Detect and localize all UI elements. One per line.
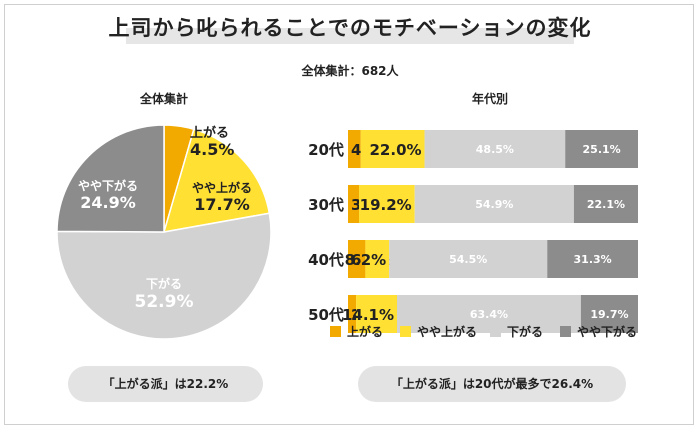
legend-item-slightly-down: やや下がる [560, 323, 637, 339]
legend-item-slightly-up: やや上がる [400, 323, 477, 339]
pie-slice-value: 52.9% [135, 292, 194, 312]
pie-title: 全体集計 [139, 92, 188, 106]
bar-value-label: 19.2% [360, 196, 412, 214]
legend-swatch [560, 326, 571, 337]
bar-segment [348, 185, 360, 223]
category-label: 50代 [308, 306, 344, 324]
bar-segment [565, 130, 638, 168]
bar-segment [360, 130, 425, 168]
legend-item-down: 下がる [490, 323, 543, 339]
page-title: 上司から叱られることでのモチベーションの変化 [108, 16, 592, 40]
legend-label: 下がる [507, 325, 544, 339]
bar-value-label: 63.4% [470, 308, 508, 321]
bar-segment [348, 240, 366, 278]
pie-slice-label: やや下がる [78, 178, 138, 193]
legend-label: やや下がる [577, 325, 638, 339]
bar-value-label: 8.2% [345, 251, 387, 269]
bar-value-label: 54.5% [449, 253, 487, 266]
pie-slice-label: 上がる [190, 125, 229, 141]
bar-segment [547, 240, 638, 278]
category-label: 20代 [308, 141, 344, 159]
legend-label: 上がる [347, 325, 384, 339]
bar-segment [348, 130, 361, 168]
pie-slice [56, 212, 272, 340]
summary-right: 「上がる派」は20代が最多で26.4% [358, 366, 626, 402]
bar-segment [424, 130, 566, 168]
bar-value-label: 25.1% [583, 143, 621, 156]
pie-slice [56, 124, 165, 233]
pie-slice [162, 128, 271, 233]
pie-slice-label: 下がる [146, 276, 182, 291]
bar-value-label: 22.0% [370, 141, 422, 159]
legend-swatch [400, 326, 411, 337]
pie-slice-value: 17.7% [194, 195, 250, 214]
legend-label: やや上がる [417, 325, 478, 339]
bar-segment [356, 295, 398, 333]
bar-segment [389, 240, 548, 278]
category-label: 30代 [308, 196, 344, 214]
bar-value-label: 31.3% [574, 253, 612, 266]
bar-value-label: 22.1% [587, 198, 625, 211]
bar-value-label: 19.7% [590, 308, 628, 321]
pie-slice-value: 4.5% [190, 140, 234, 159]
title-highlight [126, 28, 574, 44]
bar-segment [414, 185, 574, 223]
bar-segment [580, 295, 638, 333]
legend-swatch [330, 326, 341, 337]
bar-segment [365, 240, 390, 278]
bar-value-label: 14.1% [342, 306, 394, 324]
legend-swatch [490, 326, 501, 337]
legend-item-up: 上がる [330, 323, 383, 339]
bar-segment [397, 295, 581, 333]
total-count: 全体集計：682人 [301, 64, 399, 78]
pie-slice-label: やや上がる [192, 180, 252, 195]
bar-title: 年代別 [471, 92, 508, 106]
bar-value-label: 48.5% [476, 143, 514, 156]
bar-segment [348, 295, 357, 333]
category-label: 40代 [308, 251, 344, 269]
bar-segment [573, 185, 638, 223]
bar-segment [359, 185, 415, 223]
bar-value-label: 54.9% [475, 198, 513, 211]
pie-slice-value: 24.9% [80, 193, 136, 212]
summary-left: 「上がる派」は22.2% [68, 366, 263, 402]
